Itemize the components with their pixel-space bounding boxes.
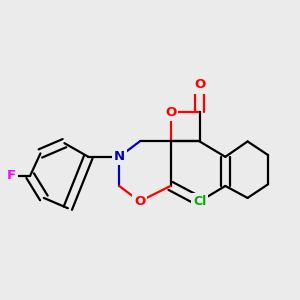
- Text: O: O: [134, 195, 146, 208]
- Text: F: F: [7, 169, 16, 182]
- Text: O: O: [165, 106, 176, 119]
- Text: Cl: Cl: [193, 195, 206, 208]
- Text: N: N: [114, 150, 125, 163]
- Text: O: O: [194, 78, 205, 92]
